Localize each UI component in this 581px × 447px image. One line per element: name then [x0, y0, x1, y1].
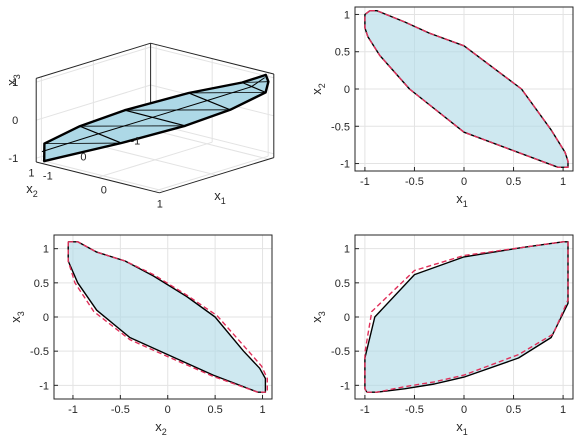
tick-label-y: -0.5: [331, 346, 350, 358]
tick-label-y: -0.5: [30, 346, 49, 358]
grid-wall: [150, 46, 274, 79]
box-edge: [36, 161, 160, 194]
tick-label-y: -0.5: [331, 121, 350, 133]
tick-label-y: 0.5: [335, 278, 350, 290]
y-axis-label-sub: 3: [317, 311, 327, 316]
x-axis-label-sub: 1: [221, 196, 226, 206]
facet-edge: [44, 142, 122, 144]
y-axis-label: x2: [309, 83, 327, 95]
series-dashed-line: [67, 241, 268, 393]
tick-label-y: -1: [39, 380, 49, 392]
x-axis-label: x2: [155, 419, 167, 437]
series-dashed-line: [364, 241, 569, 393]
tick-label-x: 1: [560, 176, 566, 188]
tick-label-y: 0: [43, 312, 49, 324]
y-axis-label-sub: 3: [16, 311, 26, 316]
tick-label-x: 0: [165, 404, 171, 416]
y-axis-label: x3: [309, 311, 327, 323]
tick-label-x: 0.5: [506, 404, 521, 416]
y-axis-label-main: x: [309, 88, 324, 95]
tick-label-y: 1: [43, 244, 49, 256]
z-axis-label-sub: 3: [12, 74, 22, 79]
tick-label-x: 0: [101, 184, 107, 196]
x-axis-label-main: x: [456, 191, 463, 206]
tick-label-z: 1: [12, 77, 18, 89]
z-axis-label: x3: [4, 74, 22, 86]
y-axis-label: x3: [8, 311, 26, 323]
filled-region: [68, 241, 266, 393]
box-edge: [36, 42, 151, 79]
facet-edge: [124, 109, 186, 127]
tick-label-y: 1: [28, 167, 34, 179]
tick-label-y: 1: [344, 9, 350, 21]
x-axis-label-sub: 1: [463, 427, 468, 437]
facet-edge: [242, 81, 269, 83]
grid-floor: [93, 143, 217, 176]
tick-label-x: -1: [68, 404, 78, 416]
filled-region: [364, 241, 568, 393]
y-axis-label-main: x: [8, 316, 23, 323]
facet-edge: [265, 74, 269, 82]
filled-region: [364, 10, 568, 168]
facet-edge: [79, 125, 122, 144]
tick-label-x: 1: [259, 404, 265, 416]
tick-label-x: -0.5: [405, 404, 424, 416]
tick-label-y: 1: [344, 244, 350, 256]
grid-floor: [41, 159, 165, 192]
tick-label-x: -1: [360, 176, 370, 188]
y-axis-label-sub: 2: [317, 83, 327, 88]
tick-label-z: -1: [8, 153, 18, 165]
y-axis-label-main: x: [309, 316, 324, 323]
box-edge: [150, 42, 274, 75]
grid-wall: [36, 46, 151, 83]
facet-ridge: [41, 77, 265, 153]
grid-wall: [36, 84, 151, 121]
tick-label-x: 0.5: [506, 176, 521, 188]
y-axis-label-main: x: [26, 181, 33, 196]
x-axis-label: x1: [456, 191, 468, 209]
x-axis-label-sub: 2: [162, 427, 167, 437]
series-solid-line: [364, 241, 569, 393]
tick-label-x: -0.5: [111, 404, 130, 416]
series-dashed-line: [364, 9, 569, 169]
tick-label-x: -1: [43, 170, 53, 182]
facet-edge: [241, 81, 266, 93]
tick-label-x: -1: [360, 404, 370, 416]
tick-label-x: 1: [560, 404, 566, 416]
y-axis-label: x2: [26, 181, 38, 199]
tick-label-x: 0: [461, 176, 467, 188]
tick-label-y: 0: [344, 312, 350, 324]
tick-label-y: -1: [340, 380, 350, 392]
x-axis-label-main: x: [155, 419, 162, 434]
tick-label-x: 0.5: [207, 404, 222, 416]
y-axis-label-sub: 2: [33, 189, 38, 199]
tick-label-y: -1: [131, 135, 141, 147]
facet-edge: [188, 92, 231, 111]
tick-label-x: 0: [461, 404, 467, 416]
x-axis-label: x1: [214, 188, 226, 206]
x-axis-label-sub: 1: [463, 199, 468, 209]
z-axis-label-main: x: [4, 79, 19, 86]
tick-label-y: 0.5: [335, 47, 350, 59]
x-axis-label-main: x: [214, 188, 221, 203]
tick-label-x: -0.5: [405, 176, 424, 188]
tick-label-z: 0: [12, 115, 18, 127]
tick-label-y: -1: [340, 159, 350, 171]
tick-label-y: 0: [344, 84, 350, 96]
tick-label-x: 1: [157, 198, 163, 210]
x-axis-label-main: x: [456, 419, 463, 434]
tick-label-y: 0: [80, 151, 86, 163]
box-edge: [159, 157, 274, 194]
grid-floor: [153, 155, 269, 192]
tick-label-y: 0.5: [34, 278, 49, 290]
facet-edge: [188, 92, 266, 94]
x-axis-label: x1: [456, 419, 468, 437]
